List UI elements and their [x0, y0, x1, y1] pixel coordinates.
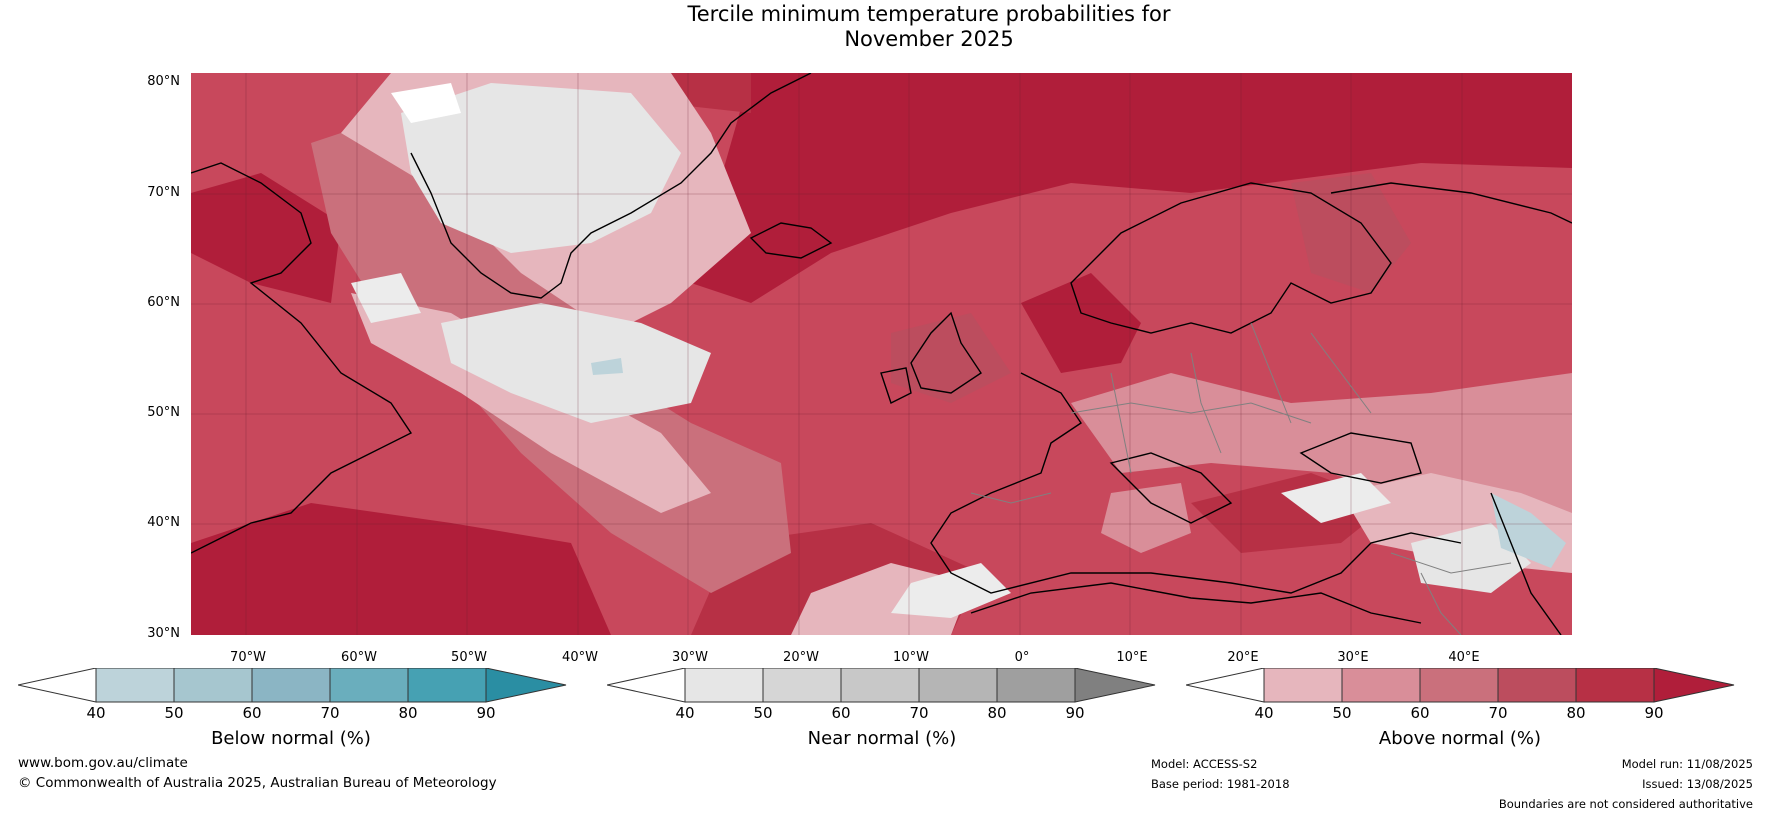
- legend-below-low-arrow: [18, 668, 97, 703]
- map-title: Tercile minimum temperature probabilitie…: [0, 2, 1770, 52]
- footer-copyright: © Commonwealth of Australia 2025, Austra…: [18, 775, 497, 791]
- legend-near-swatch-60-70: [840, 668, 920, 703]
- lon-label-20w: 20°W: [783, 650, 819, 665]
- country-borders: [970, 322, 1512, 635]
- below-normal-regions: [591, 358, 1566, 568]
- legend-near-tick: 40: [675, 704, 695, 722]
- probability-map: [191, 73, 1572, 635]
- legend-above-low-arrow: [1186, 668, 1265, 703]
- legend-below-normal: [18, 668, 567, 703]
- legend-below-swatch-40-50: [95, 668, 175, 703]
- lon-label-70w: 70°W: [230, 650, 266, 665]
- legend-near-swatch-70-80: [918, 668, 998, 703]
- iceland-coast: [749, 222, 833, 259]
- legend-near-swatch-50-60: [762, 668, 842, 703]
- lon-label-60w: 60°W: [341, 650, 377, 665]
- legend-above-tick: 60: [1410, 704, 1430, 722]
- legend-above-swatch-80-90: [1575, 668, 1655, 703]
- legend-above-tick: 50: [1332, 704, 1352, 722]
- lat-label-70n: 70°N: [147, 185, 180, 200]
- legend-above-tick: 70: [1488, 704, 1508, 722]
- british-isles-coast: [910, 311, 982, 394]
- lon-label-30e: 30°E: [1337, 650, 1369, 665]
- map-canvas: [191, 73, 1572, 635]
- legend-above-swatch-40-50: [1263, 668, 1343, 703]
- graticule: [191, 73, 1572, 635]
- legend-below-swatch-70-80: [329, 668, 409, 703]
- lat-label-60n: 60°N: [147, 295, 180, 310]
- ireland-coast: [880, 367, 912, 404]
- lat-label-40n: 40°N: [147, 515, 180, 530]
- legend-near-swatch-40-50: [684, 668, 764, 703]
- lat-label-50n: 50°N: [147, 405, 180, 420]
- legend-above-tick: 40: [1254, 704, 1274, 722]
- arctic-russia-coast: [1330, 182, 1572, 224]
- title-line-2: November 2025: [844, 27, 1014, 51]
- footer-model-run: Model run: 11/08/2025: [1621, 757, 1753, 771]
- legend-below-swatch-60-70: [251, 668, 331, 703]
- legend-near-tick: 50: [753, 704, 773, 722]
- lon-label-30w: 30°W: [672, 650, 708, 665]
- legend-near-tick: 60: [831, 704, 851, 722]
- legend-near-high-arrow: [1074, 668, 1156, 703]
- red-sea-coast: [1490, 492, 1562, 635]
- legend-below-title: Below normal (%): [211, 728, 371, 749]
- legend-below-tick: 60: [242, 704, 262, 722]
- legend-above-swatch-60-70: [1419, 668, 1499, 703]
- north-africa-coast: [970, 582, 1422, 624]
- legend-below-tick: 50: [164, 704, 184, 722]
- legend-above-normal: [1186, 668, 1735, 703]
- title-line-1: Tercile minimum temperature probabilitie…: [687, 2, 1171, 26]
- footer-website: www.bom.gov.au/climate: [18, 755, 188, 771]
- legend-above-swatch-50-60: [1341, 668, 1421, 703]
- legend-above-title: Above normal (%): [1378, 728, 1542, 749]
- legend-above-tick: 80: [1566, 704, 1586, 722]
- legend-near-low-arrow: [607, 668, 686, 703]
- legend-below-tick: 80: [398, 704, 418, 722]
- legend-above-tick: 90: [1644, 704, 1664, 722]
- legend-near-title: Near normal (%): [807, 728, 957, 749]
- lon-label-0: 0°: [1014, 650, 1030, 665]
- italy-balkans-coast: [1109, 452, 1233, 524]
- lon-label-40w: 40°W: [562, 650, 598, 665]
- footer-issued: Issued: 13/08/2025: [1642, 777, 1753, 791]
- legend-near-swatch-80-90: [996, 668, 1076, 703]
- legend-below-tick: 40: [86, 704, 106, 722]
- legend-below-swatch-50-60: [173, 668, 253, 703]
- legend-below-high-arrow: [485, 668, 567, 703]
- legend-below-swatch-80-90: [407, 668, 487, 703]
- lat-label-30n: 30°N: [147, 626, 180, 641]
- lon-label-20e: 20°E: [1227, 650, 1259, 665]
- coastlines: [191, 73, 1572, 635]
- lat-label-80n: 80°N: [147, 74, 180, 89]
- legend-near-tick: 70: [909, 704, 929, 722]
- legend-below-tick: 70: [320, 704, 340, 722]
- scandinavia-coast: [1070, 182, 1392, 334]
- lon-label-10e: 10°E: [1116, 650, 1148, 665]
- europe-southern-coast: [930, 372, 1462, 594]
- footer-disclaimer: Boundaries are not considered authoritat…: [1498, 797, 1753, 811]
- footer-base-period: Base period: 1981-2018: [1151, 777, 1290, 791]
- lon-label-10w: 10°W: [893, 650, 929, 665]
- footer-model: Model: ACCESS-S2: [1151, 757, 1258, 771]
- legend-below-tick: 90: [476, 704, 496, 722]
- legend-above-high-arrow: [1653, 668, 1735, 703]
- black-sea-coast: [1299, 432, 1422, 484]
- legend-near-tick: 80: [987, 704, 1007, 722]
- legend-near-normal: [607, 668, 1156, 703]
- lon-label-50w: 50°W: [451, 650, 487, 665]
- legend-near-tick: 90: [1065, 704, 1085, 722]
- lon-label-40e: 40°E: [1448, 650, 1480, 665]
- legend-above-swatch-70-80: [1497, 668, 1577, 703]
- near-normal-regions: [351, 83, 1531, 618]
- greenland-coast: [410, 73, 812, 299]
- north-america-coast: [191, 162, 413, 554]
